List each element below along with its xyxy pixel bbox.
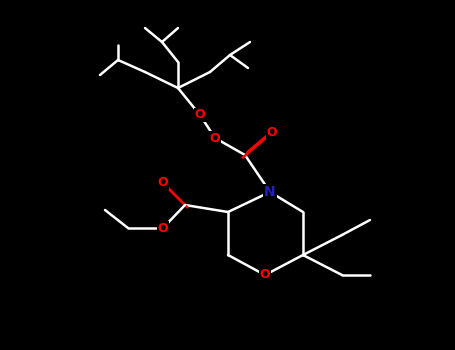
Text: O: O [260, 268, 270, 281]
Text: O: O [158, 222, 168, 235]
Text: O: O [158, 176, 168, 189]
Text: O: O [210, 132, 220, 145]
Text: O: O [195, 108, 205, 121]
Text: N: N [264, 185, 276, 199]
Text: O: O [267, 126, 277, 139]
